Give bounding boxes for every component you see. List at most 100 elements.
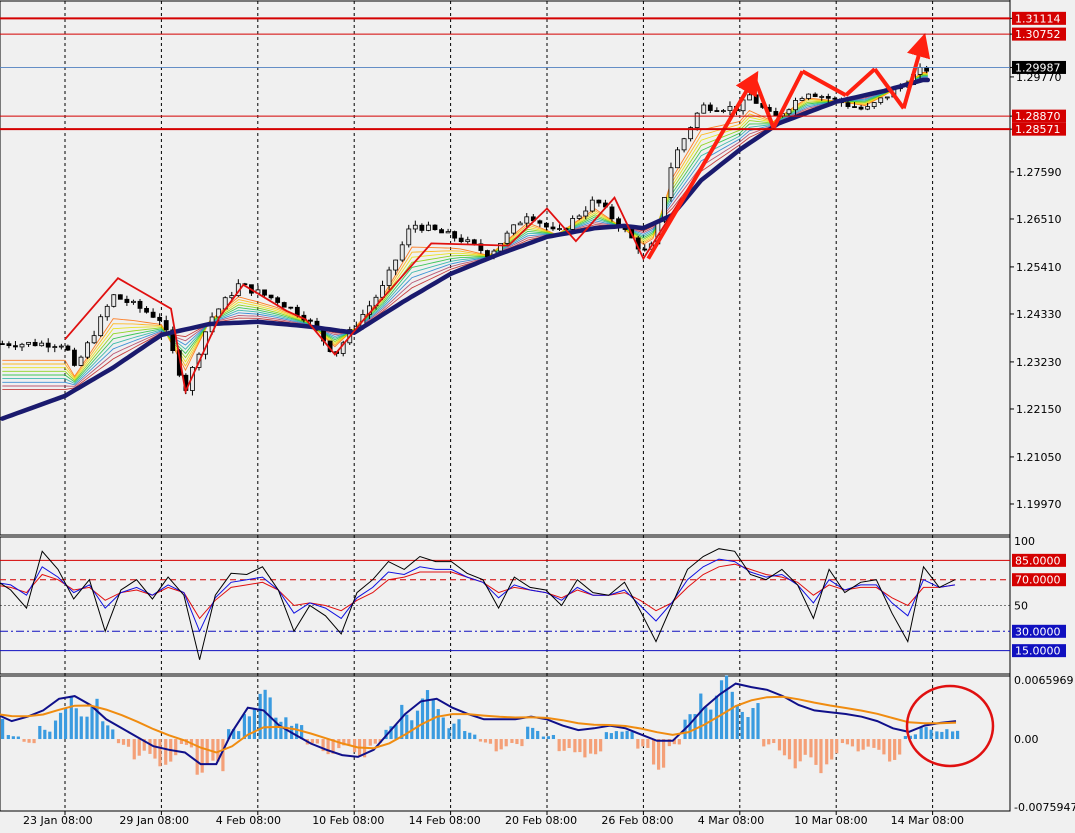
trend-arrow <box>873 67 906 110</box>
macd-hist-bar-neg <box>310 739 314 744</box>
macd-hist-bar-pos <box>69 696 73 740</box>
stochastic-pane: 85.0000 70.0000 30.0000 15.0000 100 50 <box>0 535 1066 660</box>
macd-hist-bar-pos <box>441 717 445 740</box>
macd-hist-bar-neg <box>845 739 850 745</box>
macd-hist-bar-pos <box>95 698 99 740</box>
macd-hist-bar-neg <box>840 739 845 744</box>
macd-axis-label: 0.0065969 <box>1014 674 1074 687</box>
macd-hist-bar-neg <box>767 739 771 745</box>
macd-hist-bar-neg <box>331 739 335 754</box>
candle-bear <box>609 206 615 220</box>
macd-hist-bar-pos <box>394 724 398 740</box>
macd-hist-bar-pos <box>90 706 94 740</box>
macd-hist-bar-neg <box>478 739 483 742</box>
macd-hist-bar-neg <box>646 739 650 748</box>
candle-bear <box>275 297 281 303</box>
macd-hist-bar-pos <box>468 732 472 740</box>
stoch-level-label: 15.0000 <box>1015 645 1061 658</box>
macd-hist-bar-pos <box>405 714 409 740</box>
macd-axis-label: -0.0075947 <box>1014 801 1075 814</box>
candle-bear <box>773 111 779 117</box>
price-pane <box>0 17 1010 421</box>
candle-bull <box>98 316 104 337</box>
highlight-circle <box>905 684 995 768</box>
candle-bull <box>131 300 136 303</box>
price-tag-label: 1.29987 <box>1015 61 1061 74</box>
candle-bear <box>32 341 38 347</box>
macd-hist-bar-pos <box>43 729 47 740</box>
candle-bull <box>589 199 595 212</box>
macd-hist-bar-neg <box>174 739 178 756</box>
price-axis-label: 1.26510 <box>1016 213 1062 226</box>
macd-hist-bar-pos <box>913 734 917 740</box>
macd-hist-bar-neg <box>373 739 377 744</box>
macd-hist-bar-neg <box>672 739 676 745</box>
macd-hist-bar-pos <box>541 736 546 740</box>
trend-arrow <box>771 70 805 129</box>
macd-hist-bar-pos <box>252 707 257 740</box>
macd-hist-bar-neg <box>856 739 860 752</box>
macd-hist-bar-neg <box>164 739 168 765</box>
macd-hist-bar-pos <box>463 731 467 740</box>
stoch-level-label: 30.0000 <box>1015 625 1061 638</box>
macd-hist-bar-neg <box>483 739 488 743</box>
candle-bull <box>583 210 589 217</box>
macd-hist-bar-pos <box>709 709 713 740</box>
candle-bull <box>871 102 877 107</box>
macd-hist-bar-neg <box>636 739 640 749</box>
candle-bear <box>419 224 425 231</box>
trend-arrow <box>901 33 931 109</box>
candle-bear <box>65 345 71 351</box>
macd-hist-bar-neg <box>893 739 897 760</box>
price-tag-label: 1.31114 <box>1015 12 1061 25</box>
macd-hist-bar-neg <box>667 739 671 747</box>
current-price-tag <box>1012 60 1066 74</box>
candle-bull <box>570 218 576 230</box>
candle-bear <box>439 229 444 234</box>
candle-bull <box>884 96 890 99</box>
macd-hist-bar-pos <box>425 690 430 740</box>
macd-hist-bar-neg <box>137 739 141 756</box>
candle-bear <box>308 319 313 322</box>
price-tag-label: 1.28571 <box>1015 123 1061 136</box>
macd-hist-bar-pos <box>63 708 68 740</box>
candle-bull <box>406 228 412 246</box>
candle-bull <box>793 100 798 111</box>
candle-bear <box>714 110 720 112</box>
trend-arrow <box>844 67 877 97</box>
candle-bear <box>458 237 464 243</box>
candle-bear <box>288 306 294 309</box>
macd-hist-bar-neg <box>221 739 225 772</box>
macd-hist-bar-neg <box>515 739 519 745</box>
price-axis-label: 1.25410 <box>1016 261 1062 274</box>
macd-hist-bar-neg <box>27 739 31 743</box>
macd-hist-bar-neg <box>211 739 215 761</box>
macd-hist-bar-neg <box>782 739 787 756</box>
macd-hist-bar-pos <box>452 723 456 740</box>
price-tag-label: 1.30752 <box>1015 28 1061 41</box>
candle-bear <box>550 226 556 230</box>
macd-hist-bar-pos <box>101 721 105 740</box>
macd-hist-bar-neg <box>814 739 818 765</box>
candle-bull <box>511 224 517 234</box>
candle-bull <box>58 345 64 348</box>
macd-hist-bar-neg <box>762 739 766 747</box>
candle-bull <box>52 346 58 348</box>
macd-hist-bar-neg <box>809 739 813 758</box>
candle-bear <box>485 250 490 258</box>
macd-hist-bar-neg <box>116 739 121 744</box>
macd-hist-bar-neg <box>321 739 325 752</box>
price-axis-label: 1.23230 <box>1016 356 1062 369</box>
candle-bull <box>399 244 405 261</box>
macd-hist-bar-pos <box>730 691 734 740</box>
candle-bull <box>917 67 923 75</box>
time-axis-label: 14 Mar 08:00 <box>891 814 964 827</box>
candle-bear <box>268 294 274 299</box>
stoch-axis-label: 100 <box>1014 535 1035 548</box>
macd-hist-bar-neg <box>777 739 782 751</box>
macd-hist-bar-neg <box>830 739 834 760</box>
